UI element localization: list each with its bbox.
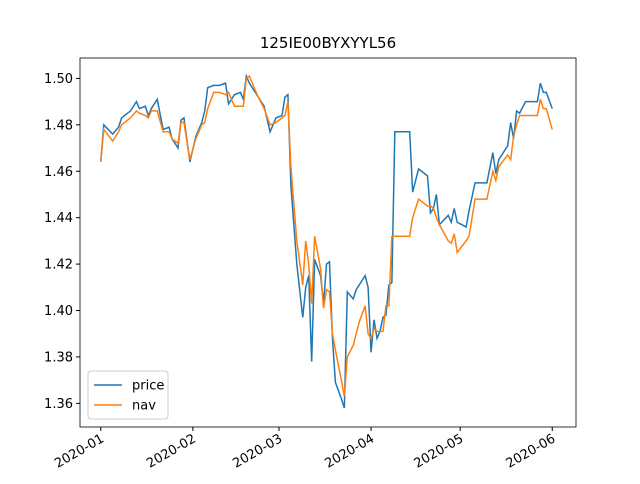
y-tick-label: 1.40 — [44, 304, 73, 319]
y-tick-label: 1.38 — [44, 350, 73, 365]
axes-frame — [79, 57, 577, 428]
chart-title: 125IE00BYXYYL56 — [260, 34, 396, 52]
line-series — [100, 74, 553, 397]
legend-label: nav — [132, 399, 156, 414]
legend-box — [87, 370, 169, 420]
legend: price nav — [87, 370, 169, 420]
y-tick-label: 1.50 — [44, 72, 73, 87]
y-tick-label: 1.46 — [44, 165, 73, 180]
y-tick-label: 1.48 — [44, 118, 73, 133]
legend-label: price — [132, 379, 164, 394]
y-tick-label: 1.42 — [44, 258, 73, 273]
y-tick-label: 1.44 — [44, 211, 73, 226]
y-tick-label: 1.36 — [44, 397, 73, 412]
